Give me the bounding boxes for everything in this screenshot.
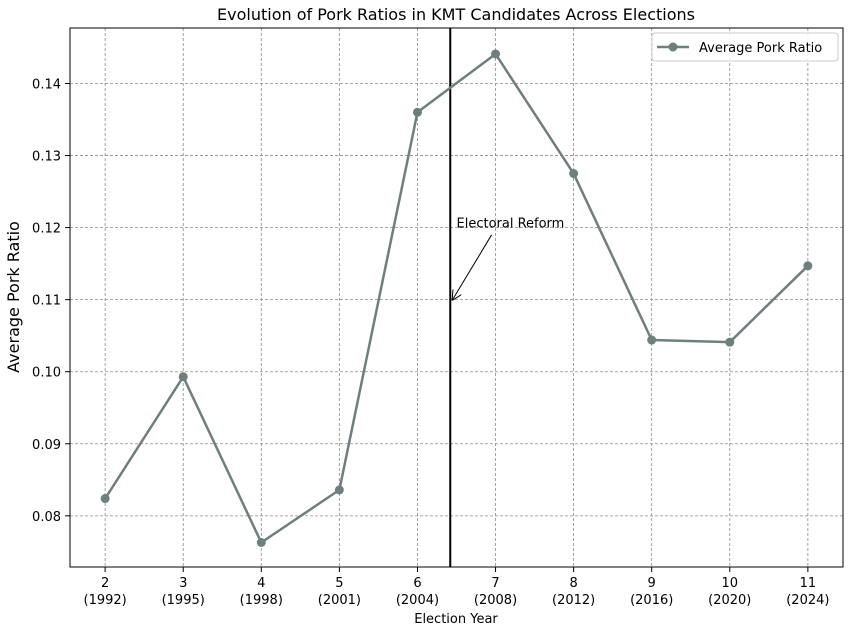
data-point <box>412 107 422 117</box>
y-tick-label: 0.14 <box>32 77 61 92</box>
grid-lines <box>70 28 843 567</box>
y-tick-label: 0.08 <box>32 510 61 525</box>
annotation: Electoral Reform <box>453 217 565 300</box>
x-tick-year-label: (1995) <box>162 593 205 608</box>
data-point <box>647 335 657 345</box>
legend-box <box>651 32 839 62</box>
x-tick-label: 6 <box>413 576 421 591</box>
data-point <box>491 49 501 59</box>
x-tick-label: 2 <box>101 576 109 591</box>
annotation-label: Electoral Reform <box>457 217 565 232</box>
y-tick-label: 0.10 <box>32 366 61 381</box>
data-point <box>725 337 735 347</box>
y-axis-label: Average Pork Ratio <box>4 221 23 373</box>
y-tick-label: 0.12 <box>32 222 61 237</box>
x-tick-year-label: (1992) <box>84 593 127 608</box>
x-tick-label: 8 <box>569 576 577 591</box>
annotation-arrow <box>453 234 493 300</box>
data-point <box>256 538 266 547</box>
y-axis-ticks: 0.08 0.09 0.10 0.11 0.12 0.13 0.14 <box>32 77 70 525</box>
x-tick-year-label: (2012) <box>552 593 595 608</box>
legend: Average Pork Ratio <box>651 32 839 62</box>
x-tick-year-label: (2008) <box>474 593 517 608</box>
plot-frame <box>69 27 844 568</box>
x-tick-year-label: (2020) <box>708 593 751 608</box>
x-tick-label: 7 <box>491 576 499 591</box>
legend-marker <box>668 42 678 52</box>
chart-title: Evolution of Pork Ratios in KMT Candidat… <box>217 5 695 24</box>
series-layer <box>100 49 813 547</box>
data-point <box>803 261 813 271</box>
x-tick-label: 9 <box>648 576 656 591</box>
x-tick-label: 3 <box>179 576 187 591</box>
y-tick-label: 0.13 <box>32 150 61 165</box>
x-tick-label: 11 <box>800 576 817 591</box>
x-tick-label: 5 <box>335 576 343 591</box>
data-point <box>100 494 110 504</box>
y-tick-label: 0.11 <box>32 294 61 309</box>
x-tick-label: 4 <box>257 576 265 591</box>
data-point <box>569 169 579 179</box>
x-tick-year-label: (2024) <box>786 593 829 608</box>
x-tick-label: 10 <box>722 576 739 591</box>
x-axis-label: Election Year <box>414 612 498 627</box>
data-point <box>178 372 188 382</box>
x-tick-year-label: (2004) <box>396 593 439 608</box>
x-tick-year-label: (2001) <box>318 593 361 608</box>
x-tick-year-label: (2016) <box>630 593 673 608</box>
x-tick-year-label: (1998) <box>240 593 283 608</box>
x-axis-ticks: 2 (1992) 3 (1995) 4 (1998) 5 (2001) 6 (2004) 7 (200… <box>84 567 829 608</box>
legend-label: Average Pork Ratio <box>699 41 822 56</box>
y-tick-label: 0.09 <box>32 438 61 453</box>
data-point <box>334 485 344 495</box>
series-line <box>104 52 809 544</box>
